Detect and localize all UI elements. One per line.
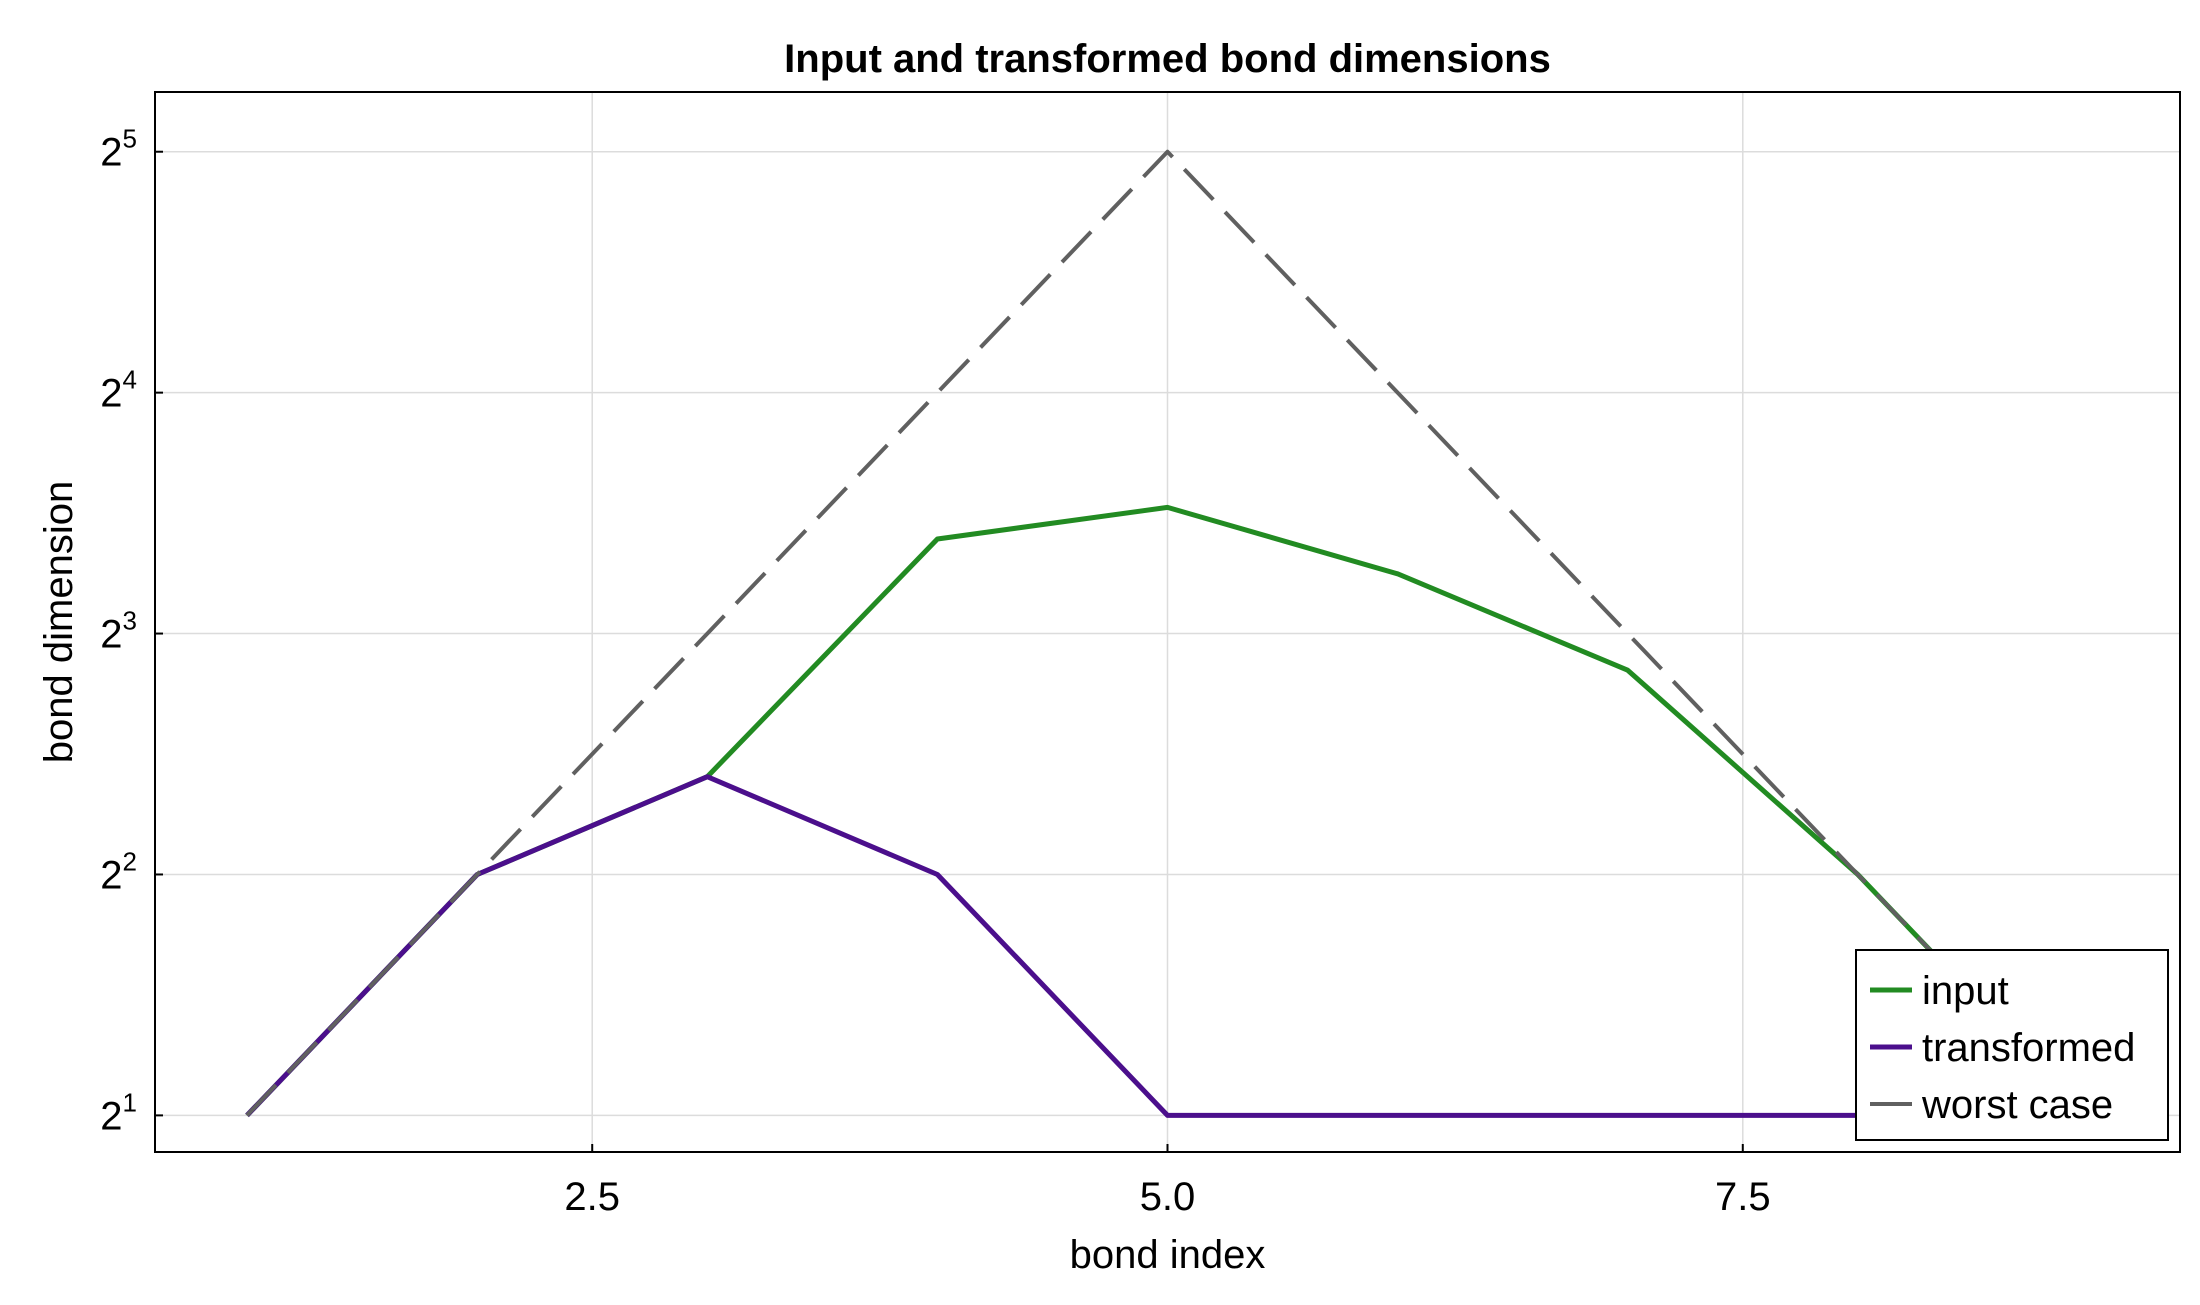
y-tick-exponent: 1	[123, 1087, 137, 1117]
series-lines	[245, 149, 2090, 1118]
legend: input transformed worst case	[1855, 949, 2169, 1141]
legend-label-input: input	[1922, 969, 2009, 1013]
series-line-transformed	[245, 774, 2088, 1118]
x-tick-label: 5.0	[1140, 1175, 1196, 1219]
x-tick-label: 2.5	[564, 1175, 620, 1219]
y-tick-base: 2	[100, 1094, 122, 1138]
grid	[155, 92, 2180, 1152]
y-tick-base: 2	[100, 853, 122, 897]
y-tick-label: 21	[100, 1087, 137, 1138]
legend-label-worst-case: worst case	[1921, 1083, 2113, 1127]
y-tick-label: 23	[100, 606, 137, 657]
y-tick-base: 2	[100, 131, 122, 175]
legend-label-transformed: transformed	[1922, 1026, 2135, 1070]
y-tick-exponent: 2	[123, 846, 137, 876]
y-tick-label: 25	[100, 124, 137, 175]
y-axis-label: bond dimension	[37, 481, 81, 763]
y-tick-base: 2	[100, 372, 122, 416]
chart-title: Input and transformed bond dimensions	[784, 37, 1551, 81]
y-tick-label: 24	[100, 365, 137, 416]
y-tick-label: 22	[100, 846, 137, 897]
x-axis-label: bond index	[1070, 1233, 1266, 1277]
x-tick-label: 7.5	[1715, 1175, 1771, 1219]
y-tick-base: 2	[100, 613, 122, 657]
y-tick-exponent: 5	[123, 124, 137, 154]
y-tick-exponent: 4	[123, 365, 137, 395]
series-line-worst-case	[245, 149, 2090, 1117]
y-tick-exponent: 3	[123, 606, 137, 636]
